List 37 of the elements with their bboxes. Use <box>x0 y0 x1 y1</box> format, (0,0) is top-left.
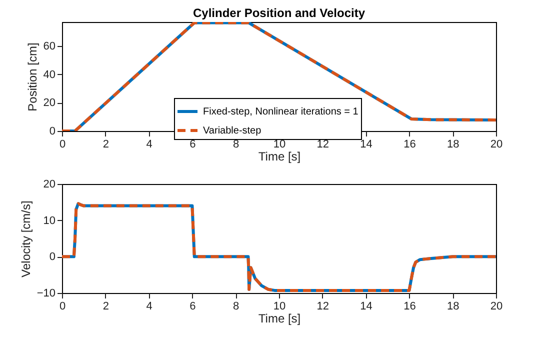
x-tick-label: 14 <box>360 138 372 150</box>
legend-label: Variable-step <box>203 126 262 136</box>
legend-label: Fixed-step, Nonlinear iterations = 1 <box>203 106 359 118</box>
x-tick-label: 10 <box>273 138 286 150</box>
x-axis-title: Time [s] <box>258 150 301 164</box>
x-tick-label: 6 <box>190 138 196 150</box>
x-tick-label: 8 <box>233 300 240 312</box>
x-tick-label: 2 <box>102 138 109 150</box>
y-tick-label: 20 <box>43 97 56 110</box>
y-tick-label: 20 <box>43 178 56 190</box>
y-tick-label: 60 <box>43 40 56 53</box>
x-tick-label: 12 <box>316 300 330 312</box>
y-tick-label: 0 <box>49 126 56 138</box>
x-tick-label: 20 <box>490 138 503 150</box>
x-tick-label: 20 <box>490 300 503 312</box>
x-tick-label: 8 <box>233 138 240 150</box>
x-tick-label: 2 <box>102 300 109 312</box>
x-tick-label: 18 <box>446 138 460 150</box>
x-tick-label: 6 <box>190 300 196 312</box>
x-tick-label: 4 <box>146 138 152 150</box>
x-tick-label: 14 <box>360 300 372 312</box>
x-tick-label: 18 <box>446 300 460 312</box>
y-tick-label: 40 <box>43 68 56 81</box>
x-axis-title: Time [s] <box>258 312 301 326</box>
x-tick-label: 16 <box>404 138 416 150</box>
chart-title: Cylinder Position and Velocity <box>192 6 366 20</box>
y-tick-label: 0 <box>49 251 56 264</box>
y-axis-title: Velocity [cm/s] <box>18 200 33 278</box>
y-tick-label: −10 <box>36 288 56 300</box>
x-tick-label: 12 <box>316 138 330 150</box>
y-tick-label: 10 <box>43 214 56 227</box>
x-tick-label: 10 <box>273 300 286 312</box>
x-tick-label: 16 <box>404 300 416 312</box>
x-tick-label: 0 <box>59 300 66 312</box>
x-tick-label: 0 <box>59 138 66 150</box>
x-tick-label: 4 <box>146 300 152 312</box>
y-axis-title: Position [cm] <box>25 42 40 112</box>
